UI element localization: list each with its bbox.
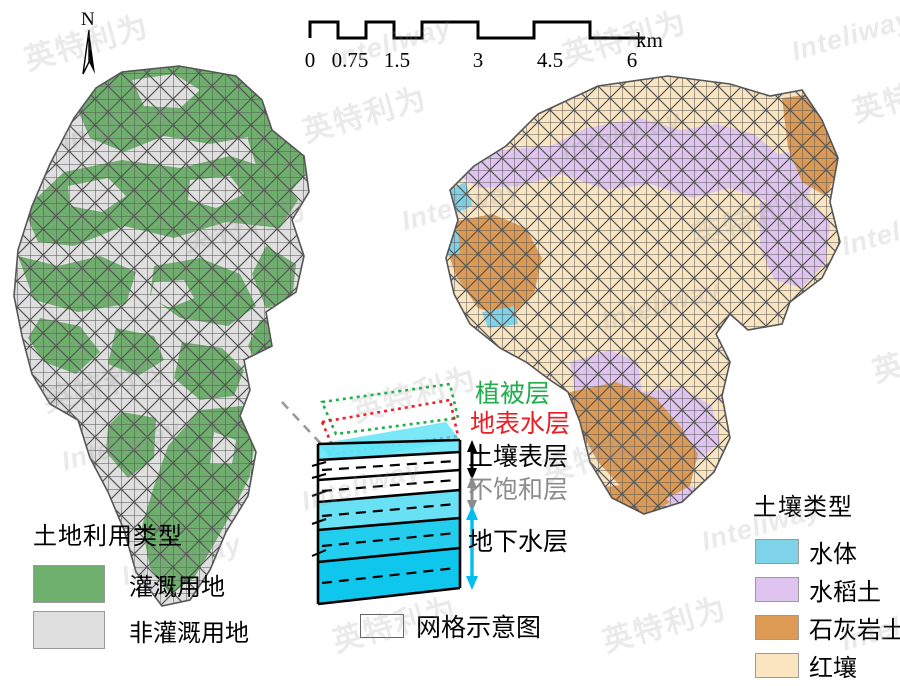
- legend-label-non-irrigated: 非灌溉用地: [129, 619, 249, 647]
- scale-bar-unit: km: [636, 28, 663, 52]
- legend-item-irrigated: 灌溉用地: [33, 565, 249, 603]
- soil-column-block-diagram: 植被层 地表水层 土壤表层 不饱和层 地下水层: [300, 378, 660, 628]
- legend-label-paddy-soil: 水稻土: [809, 579, 881, 606]
- watermark-cn: 英特利为: [868, 321, 900, 389]
- north-arrow: N: [62, 9, 118, 82]
- soil-type-map: [445, 75, 841, 515]
- swatch-non-irrigated: [33, 611, 105, 649]
- north-arrow-icon: [82, 29, 95, 75]
- legend-item-limestone-soil: 石灰岩土: [755, 610, 900, 645]
- layer-label-vegetation: 植被层: [475, 380, 551, 408]
- land-use-legend: 土地利用类型 灌溉用地 非灌溉用地: [33, 516, 249, 657]
- north-arrow-label: N: [81, 9, 95, 30]
- legend-label-red-soil: 红壤: [809, 655, 857, 682]
- groundwater-depth-arrow: [466, 506, 478, 590]
- swatch-limestone-soil: [755, 615, 799, 640]
- callout-leader-line: [281, 401, 335, 459]
- legend-item-paddy-soil: 水稻土: [755, 572, 900, 607]
- watermark-en: Inteliway: [788, 3, 900, 67]
- scale-tick-3: 3: [472, 48, 484, 72]
- scale-tick-0: 0: [304, 48, 316, 72]
- grid-schematic-legend: 网格示意图: [360, 608, 541, 644]
- legend-item-non-irrigated: 非灌溉用地: [33, 611, 249, 649]
- scale-tick-6: 6: [626, 48, 638, 72]
- layer-label-topsoil: 土壤表层: [468, 443, 569, 471]
- soil-type-legend: 土壤类型 水体 水稻土 石灰岩土 红壤: [753, 487, 900, 686]
- layer-label-groundwater: 地下水层: [468, 528, 569, 556]
- scale-tick-45: 4.5: [536, 48, 564, 72]
- land-use-legend-title: 土地利用类型: [33, 523, 183, 550]
- legend-label-limestone-soil: 石灰岩土: [809, 617, 900, 644]
- topsoil-depth-arrow: [467, 440, 477, 480]
- layer-label-unsaturated: 不饱和层: [468, 476, 569, 504]
- swatch-irrigated: [33, 565, 105, 603]
- soil-map-boundary: [445, 75, 841, 515]
- swatch-paddy-soil: [755, 577, 799, 602]
- swatch-red-soil: [755, 653, 799, 678]
- block-diagram-graphic: [311, 382, 478, 606]
- scale-bar-graphic: [308, 20, 645, 40]
- land-use-boundary: [13, 65, 310, 607]
- scale-bar: km 0 0.75 1.5 3 4.5 6: [300, 12, 670, 74]
- layer-label-surface-water: 地表水层: [470, 410, 571, 438]
- scale-tick-075: 0.75: [331, 48, 369, 72]
- land-use-map: [13, 65, 310, 607]
- scale-tick-15: 1.5: [383, 48, 411, 72]
- soil-legend-title: 土壤类型: [753, 494, 853, 521]
- swatch-water: [755, 539, 799, 564]
- legend-label-irrigated: 灌溉用地: [129, 573, 225, 601]
- grid-legend-label: 网格示意图: [416, 614, 542, 642]
- legend-item-water: 水体: [755, 534, 900, 569]
- legend-item-red-soil: 红壤: [755, 648, 900, 683]
- legend-label-water: 水体: [809, 541, 857, 568]
- grid-legend-swatch: [360, 614, 404, 638]
